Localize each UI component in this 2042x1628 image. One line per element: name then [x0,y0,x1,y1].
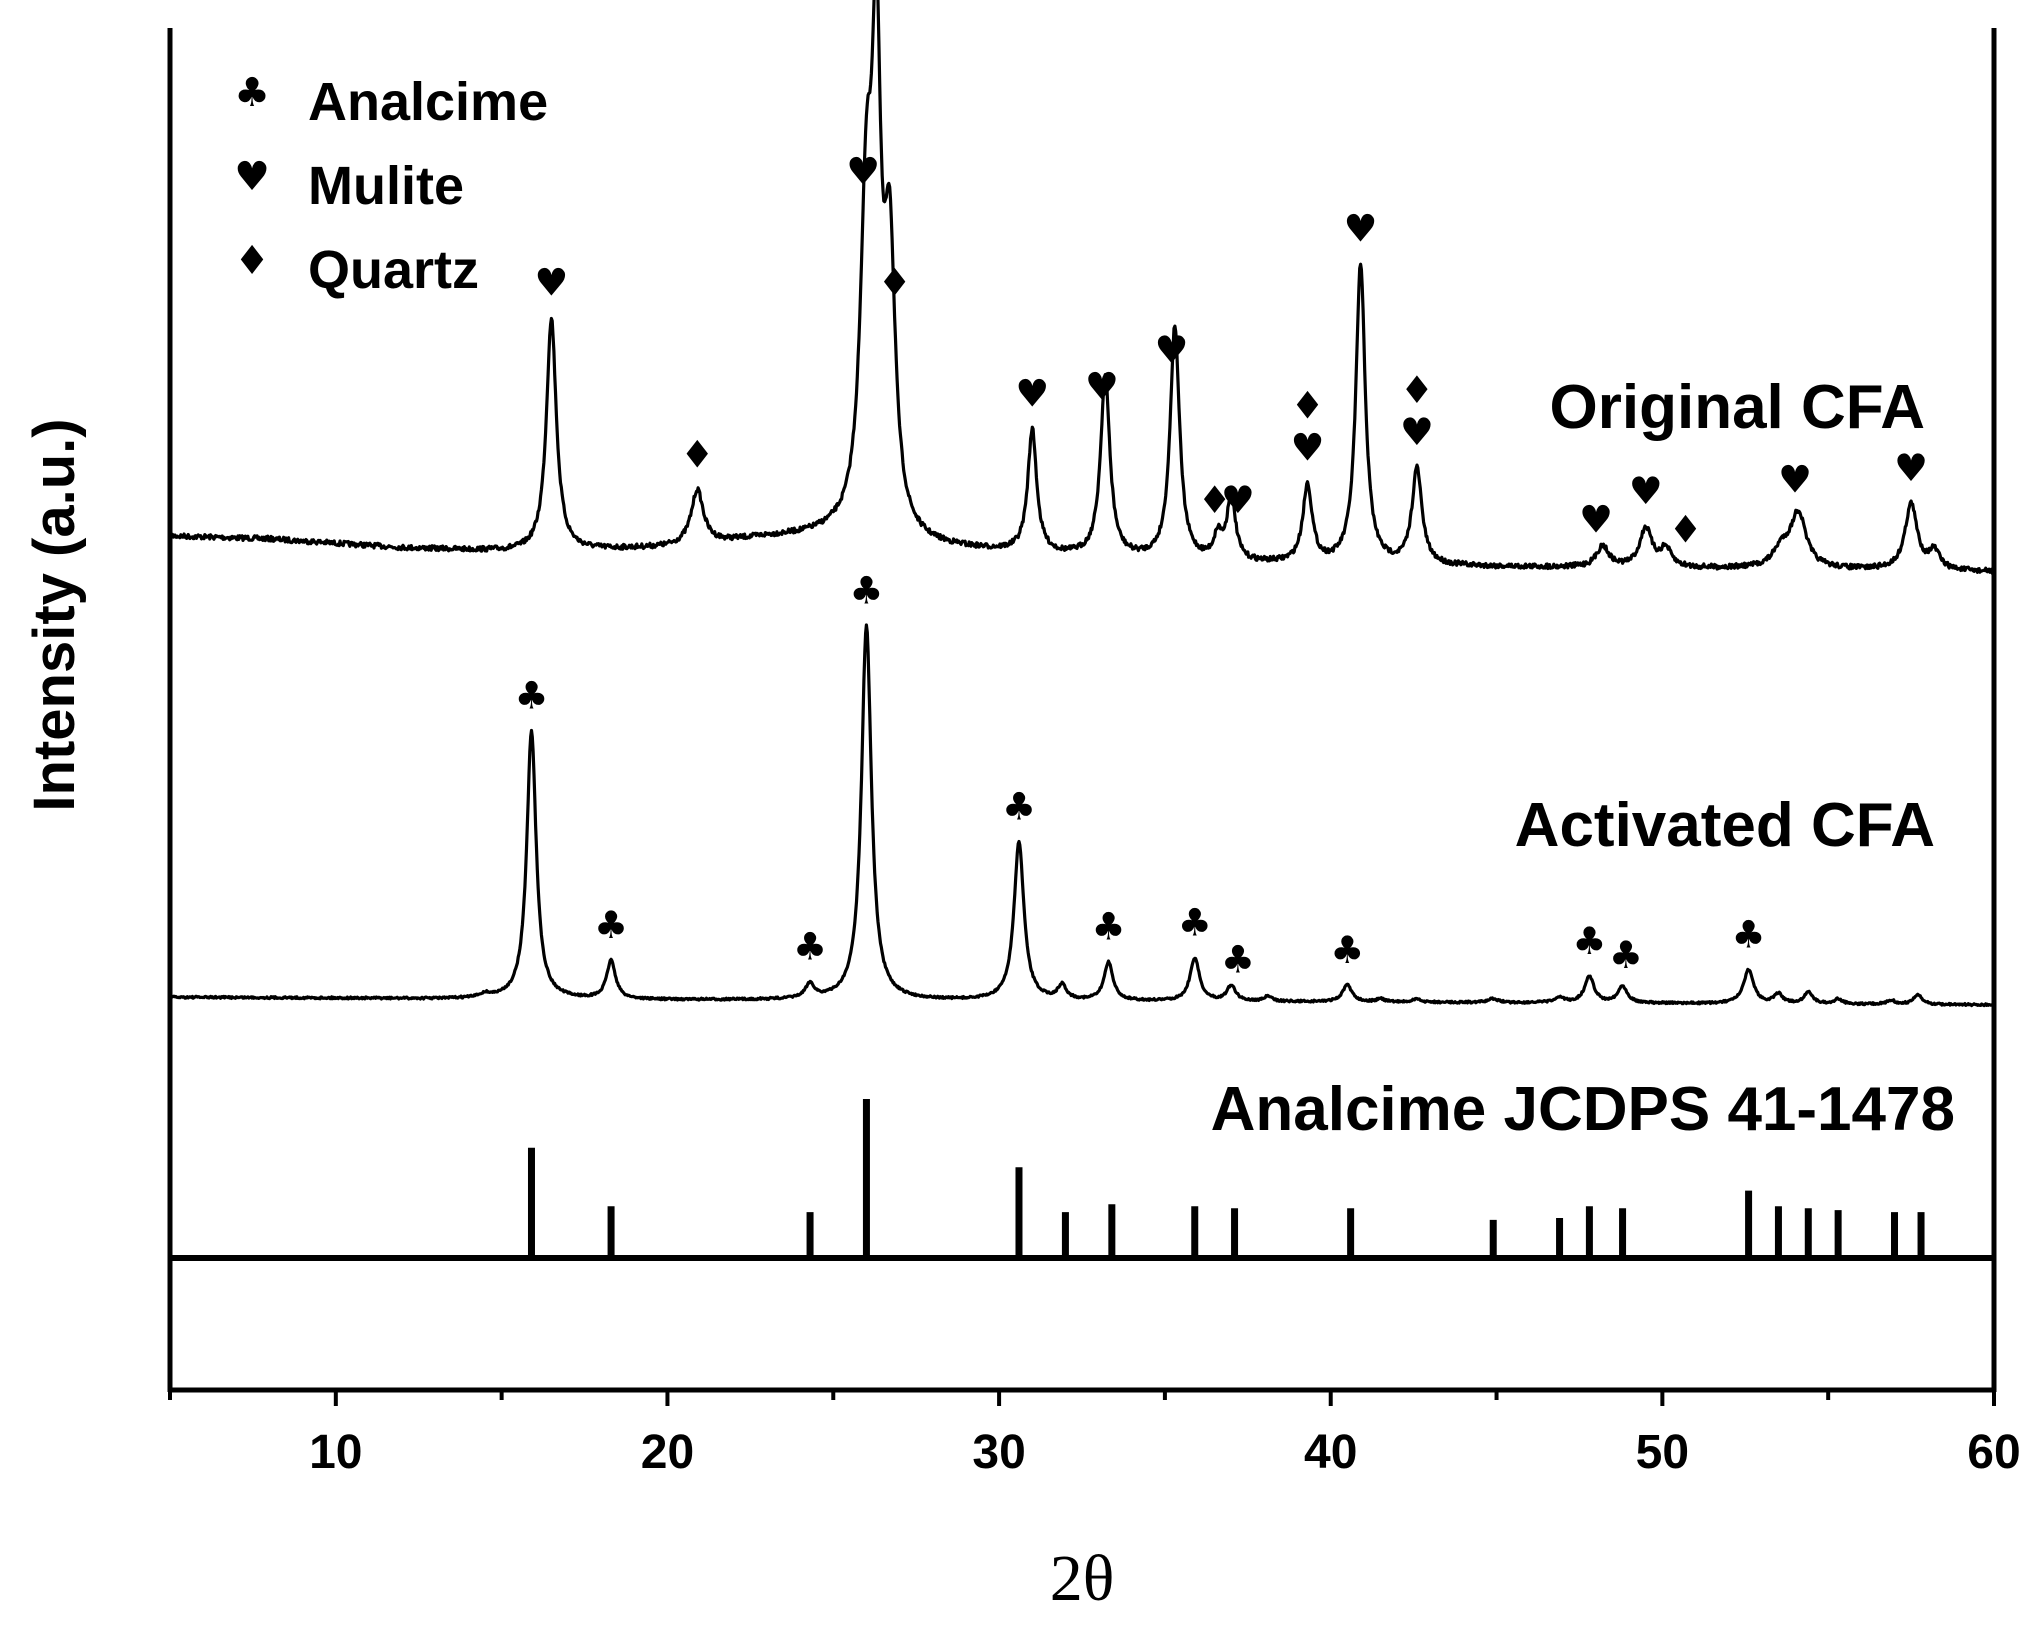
quartz-peak-marker: ♦ [1669,507,1703,551]
analcime-peak-marker: ♣ [1091,905,1125,949]
mulite-peak-marker: ♥ [1400,410,1434,454]
analcime-peak-marker: ♣ [793,925,827,969]
x-tick-label: 30 [972,1426,1025,1479]
analcime-peak-marker: ♣ [1330,928,1364,972]
x-tick-label: 50 [1636,1426,1689,1479]
mulite-peak-marker: ♥ [1344,207,1378,251]
mulite-peak-marker: ♥ [1085,365,1119,409]
series-label-2: Analcime JCDPS 41-1478 [1211,1075,1955,1144]
series-labels: Original CFA Activated CFA Analcime JCDPS … [1211,373,1955,1144]
mulite-peak-marker: ♥ [1894,446,1928,490]
legend-marker-mulite: ♥ [234,154,270,200]
analcime-peak-marker: ♣ [594,903,628,947]
series-layer [168,0,1996,1008]
analcime-peak-marker: ♣ [1221,937,1255,981]
analcime-peak-marker: ♣ [1609,933,1643,977]
analcime-peak-marker: ♣ [1732,913,1766,957]
reference-sticks [527,1099,1925,1255]
mulite-peak-marker: ♥ [1290,426,1324,470]
series-label-0: Original CFA [1550,373,1925,442]
x-axis-title: 2θ [1050,1542,1115,1615]
analcime-peak-marker: ♣ [1572,919,1606,963]
legend-marker-quartz: ♦ [234,238,270,284]
legend: ♣ Analcime ♥ Mulite ♦ Quartz [234,70,548,300]
quartz-peak-marker: ♦ [1400,368,1434,412]
pattern-line-0 [168,0,1996,575]
mulite-peak-marker: ♥ [1155,328,1189,372]
quartz-peak-marker: ♦ [878,261,912,305]
x-tick-label: 20 [641,1426,694,1479]
analcime-peak-marker: ♣ [1178,901,1212,945]
x-ticks [168,1390,1996,1406]
plot-frame [167,28,1997,1393]
y-axis-title: Intensity (a.u.) [22,418,87,811]
mulite-peak-marker: ♥ [1015,371,1049,415]
legend-marker-analcime: ♣ [234,70,270,116]
legend-label-mulite: Mulite [308,156,464,216]
x-tick-label: 10 [309,1426,362,1479]
mulite-peak-marker: ♥ [1629,469,1663,513]
x-tick-labels: 10 20 30 40 50 60 [309,1426,2021,1479]
x-tick-label: 60 [1967,1426,2020,1479]
quartz-peak-marker: ♦ [1198,478,1232,522]
x-tick-label: 40 [1304,1426,1357,1479]
mulite-peak-marker: ♥ [534,261,568,305]
legend-label-analcime: Analcime [308,72,548,132]
mulite-peak-marker: ♥ [1579,498,1613,542]
mulite-peak-marker: ♥ [1221,478,1255,522]
series-label-1: Activated CFA [1515,791,1935,860]
analcime-peak-marker: ♣ [849,569,883,613]
quartz-peak-marker: ♦ [1290,384,1324,428]
analcime-peak-marker: ♣ [1002,785,1036,829]
pattern-line-1 [168,623,1995,1008]
quartz-peak-marker: ♦ [680,432,714,476]
peak-markers: ♥♦♥♥♦♥♥♥♦♥♦♥♥♦♥♥♥♦♥♥♣♣♣♣♣♣♣♣♣♣♣♣ [514,150,1928,982]
mulite-peak-marker: ♥ [1778,457,1812,501]
analcime-peak-marker: ♣ [514,673,548,717]
mulite-peak-marker: ♥ [846,150,880,194]
legend-label-quartz: Quartz [308,240,479,300]
